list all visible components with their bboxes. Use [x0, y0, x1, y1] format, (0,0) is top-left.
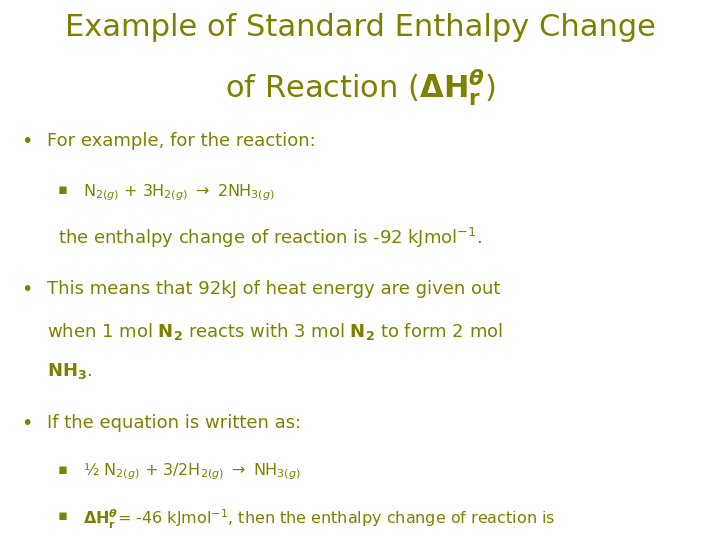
Text: ▪: ▪ — [58, 182, 68, 197]
Text: of Reaction ($\mathbf{\Delta H}^{\boldsymbol{\theta}}_{\mathbf{r}}$): of Reaction ($\mathbf{\Delta H}^{\boldsy… — [225, 68, 495, 108]
Text: ▪: ▪ — [58, 462, 68, 477]
Text: when 1 mol $\mathbf{N_2}$ reacts with 3 mol $\mathbf{N_2}$ to form 2 mol: when 1 mol $\mathbf{N_2}$ reacts with 3 … — [47, 321, 503, 342]
Text: For example, for the reaction:: For example, for the reaction: — [47, 132, 315, 150]
Text: $\mathbf{\Delta H}^{\boldsymbol{\theta}}_{\mathbf{r}}$= -46 kJmol$^{-1}$, then t: $\mathbf{\Delta H}^{\boldsymbol{\theta}}… — [83, 508, 555, 531]
Text: Example of Standard Enthalpy Change: Example of Standard Enthalpy Change — [65, 14, 655, 43]
Text: •: • — [22, 414, 33, 433]
Text: the enthalpy change of reaction is -92 kJmol$^{-1}$.: the enthalpy change of reaction is -92 k… — [58, 226, 482, 251]
Text: $\mathbf{NH_3}$.: $\mathbf{NH_3}$. — [47, 361, 92, 381]
Text: ▪: ▪ — [58, 508, 68, 523]
Text: •: • — [22, 280, 33, 299]
Text: ½ N$_{2(g)}$ + 3/2H$_{2(g)}$ $\rightarrow$ NH$_{3(g)}$: ½ N$_{2(g)}$ + 3/2H$_{2(g)}$ $\rightarro… — [83, 462, 301, 482]
Text: This means that 92kJ of heat energy are given out: This means that 92kJ of heat energy are … — [47, 280, 500, 298]
Text: N$_{2(g)}$ + 3H$_{2(g)}$ $\rightarrow$ 2NH$_{3(g)}$: N$_{2(g)}$ + 3H$_{2(g)}$ $\rightarrow$ 2… — [83, 182, 274, 202]
Text: If the equation is written as:: If the equation is written as: — [47, 414, 301, 432]
Text: •: • — [22, 132, 33, 151]
